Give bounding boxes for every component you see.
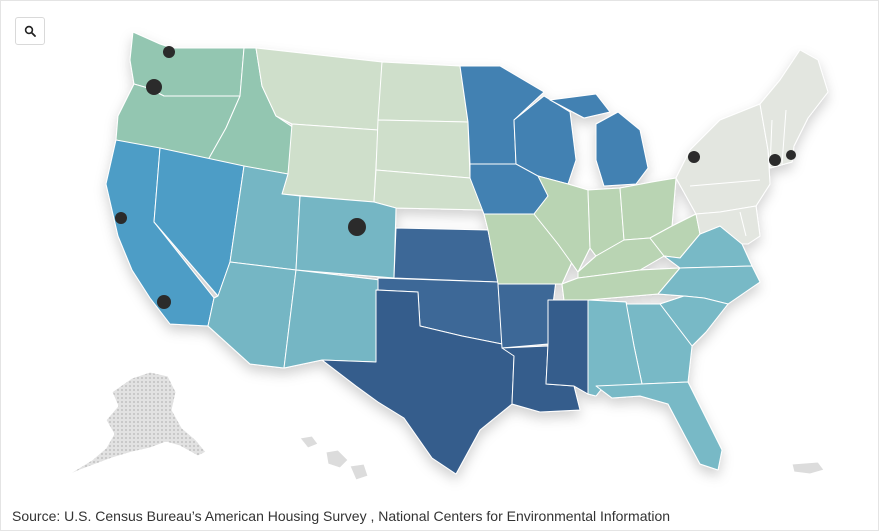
- city-marker-san-francisco[interactable]: [115, 212, 127, 224]
- state-south-dakota: [375, 119, 471, 179]
- state-alaska: [65, 371, 207, 477]
- alaska-hawaii-group: [65, 371, 825, 481]
- island-puerto-rico: [791, 461, 825, 475]
- state-colorado: [295, 195, 397, 279]
- state-wisconsin: [513, 95, 577, 185]
- state-florida: [595, 381, 723, 471]
- city-marker-hartford[interactable]: [769, 154, 781, 166]
- state-michigan: [549, 93, 649, 187]
- state-texas: [321, 289, 515, 475]
- city-marker-los-angeles[interactable]: [157, 295, 171, 309]
- search-icon: [24, 25, 36, 37]
- contiguous-us: [105, 31, 829, 475]
- state-new-england-lines: [689, 109, 787, 237]
- city-marker-seattle[interactable]: [163, 46, 175, 58]
- city-marker-portland[interactable]: [146, 79, 162, 95]
- state-new-jersey-delaware-maryland: [695, 205, 761, 245]
- source-caption: Source: U.S. Census Bureau’s American Ho…: [12, 508, 671, 524]
- state-new-mexico: [283, 269, 381, 369]
- city-marker-rochester[interactable]: [688, 151, 700, 163]
- city-marker-denver[interactable]: [348, 218, 366, 236]
- state-north-dakota: [377, 61, 469, 123]
- city-markers: [115, 46, 796, 309]
- city-marker-boston[interactable]: [786, 150, 796, 160]
- state-kansas: [393, 227, 499, 283]
- state-nebraska: [373, 169, 485, 211]
- state-new-england: [759, 49, 829, 169]
- state-hawaii: [299, 435, 369, 481]
- search-button[interactable]: [15, 17, 45, 45]
- state-mississippi: [545, 299, 589, 395]
- state-arkansas: [497, 279, 557, 349]
- us-climate-region-map: [65, 31, 829, 481]
- state-wyoming: [281, 123, 379, 203]
